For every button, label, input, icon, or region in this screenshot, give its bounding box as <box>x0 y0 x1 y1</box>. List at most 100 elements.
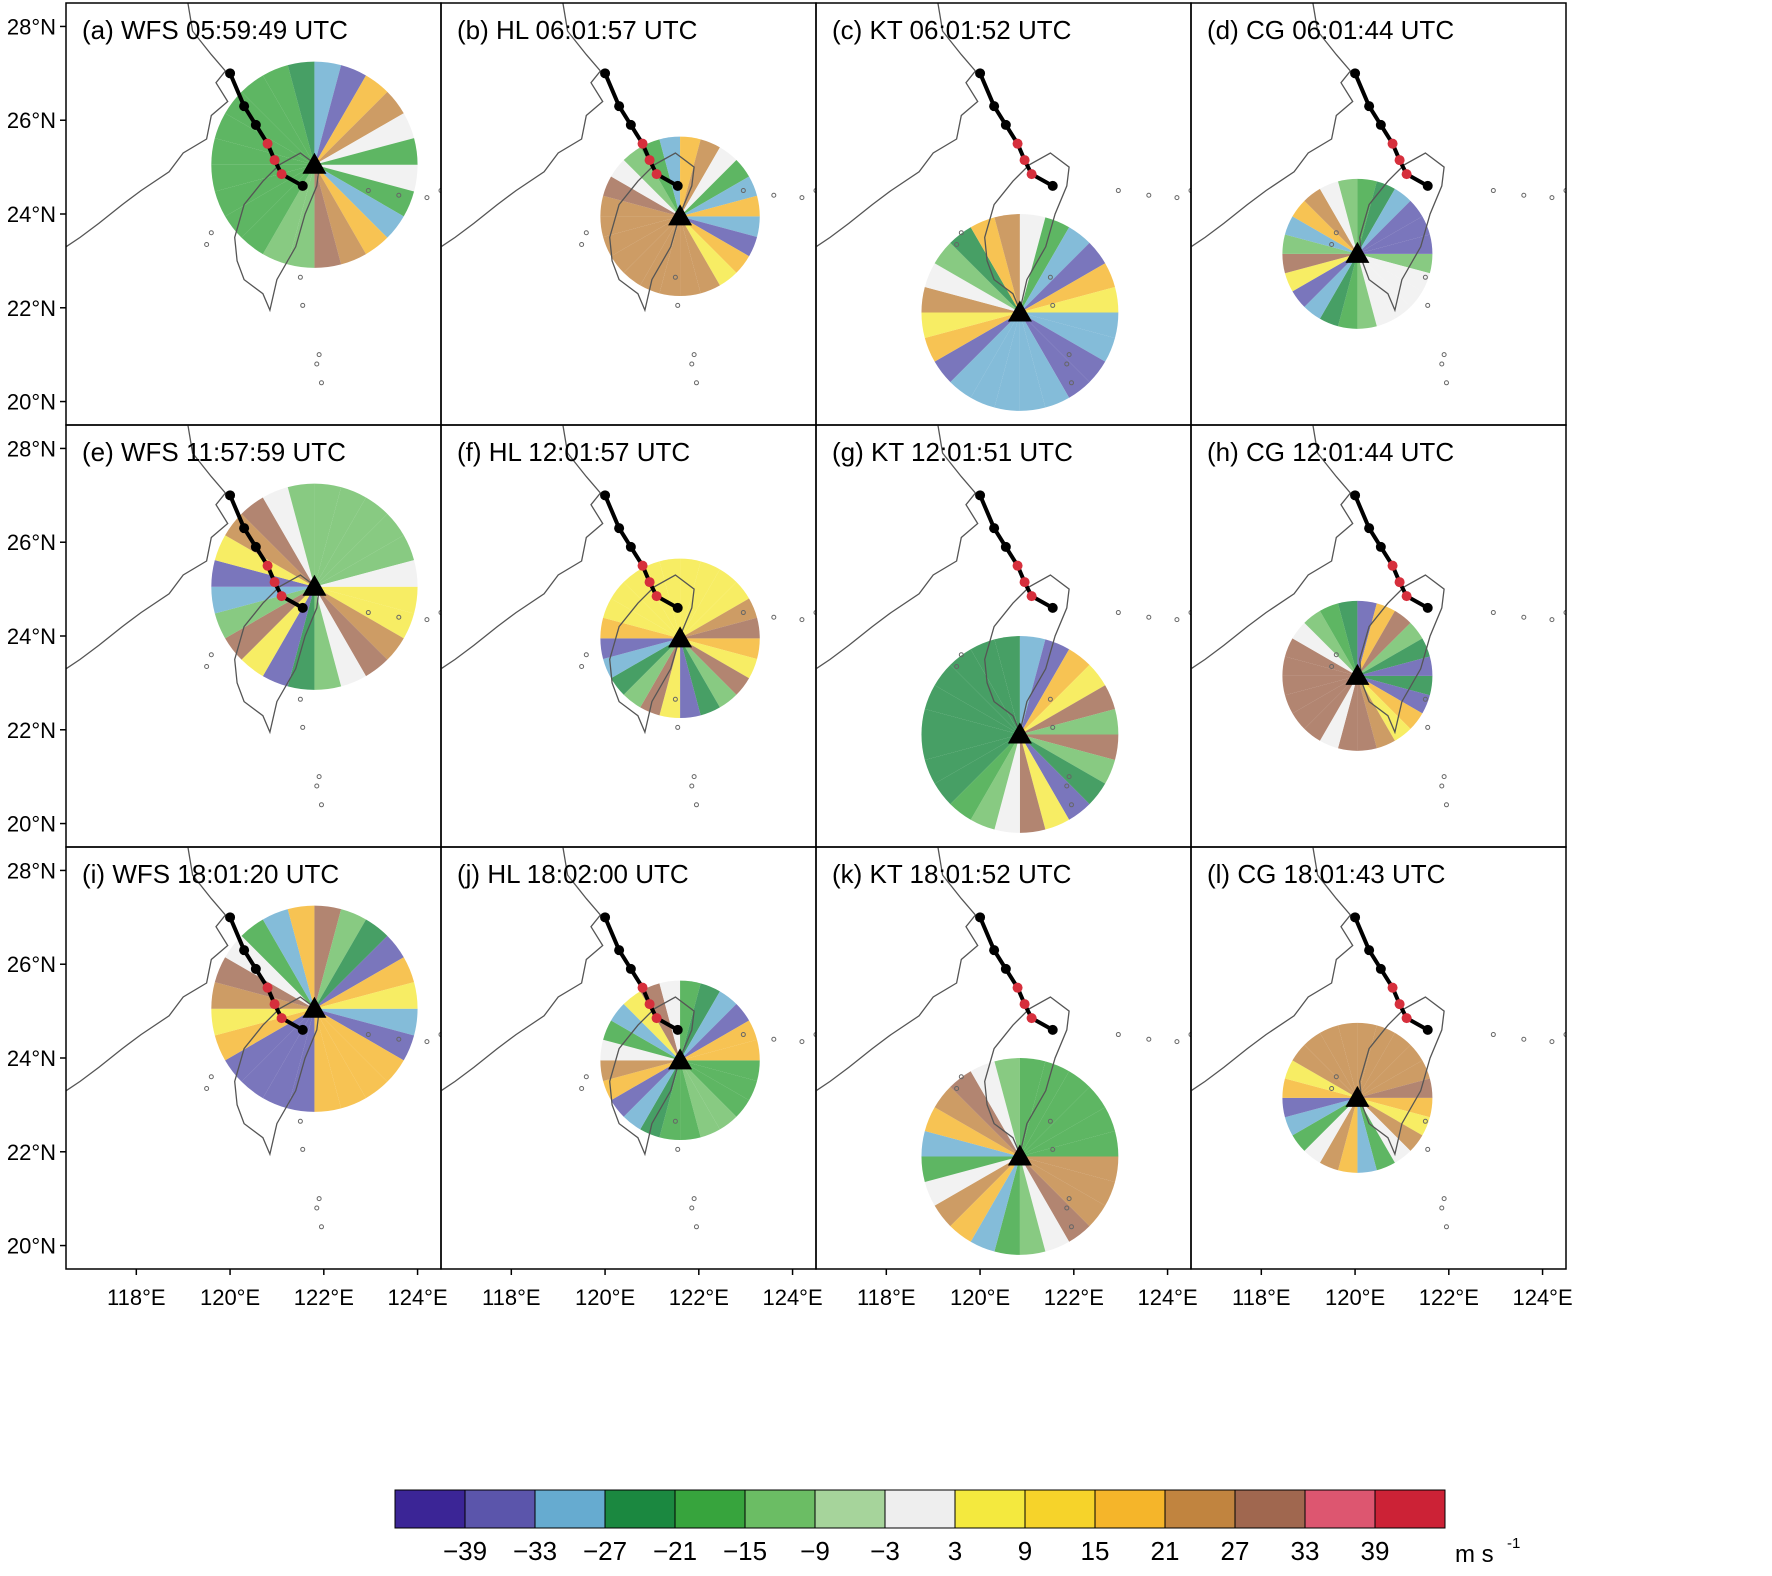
colorbar-swatch <box>744 1489 816 1529</box>
island-outline <box>204 663 210 669</box>
panel-title: (i) WFS 18:01:20 UTC <box>82 859 339 889</box>
island-outline <box>1050 724 1056 730</box>
typhoon-track-point <box>651 591 662 602</box>
island-outline <box>675 302 681 308</box>
island-outline <box>438 1032 441 1038</box>
island-outline <box>583 230 589 236</box>
island-outline <box>771 1036 777 1042</box>
island-outline <box>424 195 430 201</box>
lat-tick-label: 24°N <box>7 1046 56 1071</box>
island-outline <box>1068 1224 1074 1230</box>
island-outline <box>1115 610 1121 616</box>
typhoon-track-point <box>1387 982 1398 993</box>
island-outline <box>1443 380 1449 386</box>
typhoon-track-point <box>1394 155 1405 166</box>
lat-tick-label: 24°N <box>7 624 56 649</box>
radar-velocity-scan <box>211 905 418 1112</box>
island-outline <box>1439 1205 1445 1211</box>
typhoon-track-point <box>1375 541 1386 552</box>
typhoon-track-point <box>297 602 308 613</box>
island-outline <box>396 192 402 198</box>
panel-grid: (a) WFS 05:59:49 UTC (b) HL 06:01:57 UTC (… <box>65 2 1567 1270</box>
typhoon-track-point <box>269 577 280 588</box>
lat-tick-label: 26°N <box>7 530 56 555</box>
island-outline <box>740 188 746 194</box>
longitude-axis: 118°E 120°E 122°E 124°E 118°E 120°E 122°E 124°E… <box>107 1269 1573 1310</box>
mainland-coastline <box>66 425 229 670</box>
colorbar-tick-label: −21 <box>653 1536 697 1566</box>
typhoon-track-point <box>1000 541 1011 552</box>
colorbar-swatch <box>884 1489 956 1529</box>
island-outline <box>314 783 320 789</box>
taiwan-coastline <box>1359 152 1445 313</box>
island-outline <box>396 614 402 620</box>
radar-site-marker <box>1345 1085 1370 1107</box>
island-outline <box>1050 1146 1056 1152</box>
lon-tick-label: 120°E <box>575 1285 635 1310</box>
typhoon-track-point <box>1026 169 1037 180</box>
radar-velocity-scan <box>1282 178 1433 329</box>
island-outline <box>954 663 960 669</box>
island-outline <box>1422 274 1428 280</box>
island-outline <box>1333 230 1339 236</box>
panel-title: (g) KT 12:01:51 UTC <box>832 437 1073 467</box>
typhoon-track-point <box>637 982 648 993</box>
panel-title: (b) HL 06:01:57 UTC <box>457 15 697 45</box>
island-outline <box>771 614 777 620</box>
island-outline <box>365 610 371 616</box>
island-outline <box>208 1074 214 1080</box>
island-outline <box>1174 617 1180 623</box>
taiwan-coastline <box>609 152 695 313</box>
typhoon-track-point <box>1350 490 1361 501</box>
island-outline <box>1443 802 1449 808</box>
island-outline <box>424 617 430 623</box>
typhoon-track-point <box>276 1013 287 1024</box>
typhoon-track-point <box>1375 119 1386 130</box>
island-outline <box>1441 774 1447 780</box>
typhoon-track-point <box>644 155 655 166</box>
map-panel: (d) CG 06:01:44 UTC <box>1190 2 1567 426</box>
lon-tick-label: 124°E <box>1137 1285 1197 1310</box>
lat-tick-label: 28°N <box>7 14 56 39</box>
typhoon-track-point <box>1422 1024 1433 1035</box>
typhoon-track-point <box>297 1024 308 1035</box>
island-outline <box>579 1085 585 1091</box>
map-panel: (b) HL 06:01:57 UTC <box>440 2 817 426</box>
panel-title: (l) CG 18:01:43 UTC <box>1207 859 1445 889</box>
colorbar-tick-label: 27 <box>1221 1536 1250 1566</box>
typhoon-track-point <box>625 541 636 552</box>
island-outline <box>208 652 214 658</box>
colorbar-tick-label: −3 <box>870 1536 900 1566</box>
typhoon-track-point <box>625 963 636 974</box>
typhoon-track-point <box>1422 180 1433 191</box>
colorbar-swatch <box>814 1489 886 1529</box>
island-outline <box>316 1196 322 1202</box>
island-outline <box>314 1205 320 1211</box>
lon-tick-label: 120°E <box>200 1285 260 1310</box>
island-outline <box>813 1032 816 1038</box>
island-outline <box>204 241 210 247</box>
typhoon-track-point <box>1019 577 1030 588</box>
island-outline <box>318 380 324 386</box>
radar-velocity-scan <box>600 558 760 719</box>
taiwan-coastline <box>1359 574 1445 735</box>
typhoon-track-line <box>978 916 1054 1032</box>
island-outline <box>438 610 441 616</box>
lat-tick-label: 26°N <box>7 108 56 133</box>
typhoon-track-point <box>269 155 280 166</box>
radar-velocity-scan <box>211 61 418 268</box>
typhoon-track-point <box>1026 591 1037 602</box>
island-outline <box>579 663 585 669</box>
lon-tick-label: 118°E <box>1232 1285 1291 1310</box>
radar-site-marker <box>668 1048 693 1070</box>
latitude-axis: 28°N 26°N 24°N 22°N 20°N 28°N 26°N 24°N 22°N 20°N… <box>7 14 66 1259</box>
lat-tick-label: 22°N <box>7 718 56 743</box>
typhoon-track-point <box>644 577 655 588</box>
taiwan-coastline <box>984 152 1070 313</box>
island-outline <box>1422 696 1428 702</box>
typhoon-track-line <box>1353 494 1429 610</box>
island-outline <box>689 1205 695 1211</box>
typhoon-track-point <box>1350 68 1361 79</box>
typhoon-track-point <box>975 912 986 923</box>
mainland-coastline <box>816 3 979 248</box>
